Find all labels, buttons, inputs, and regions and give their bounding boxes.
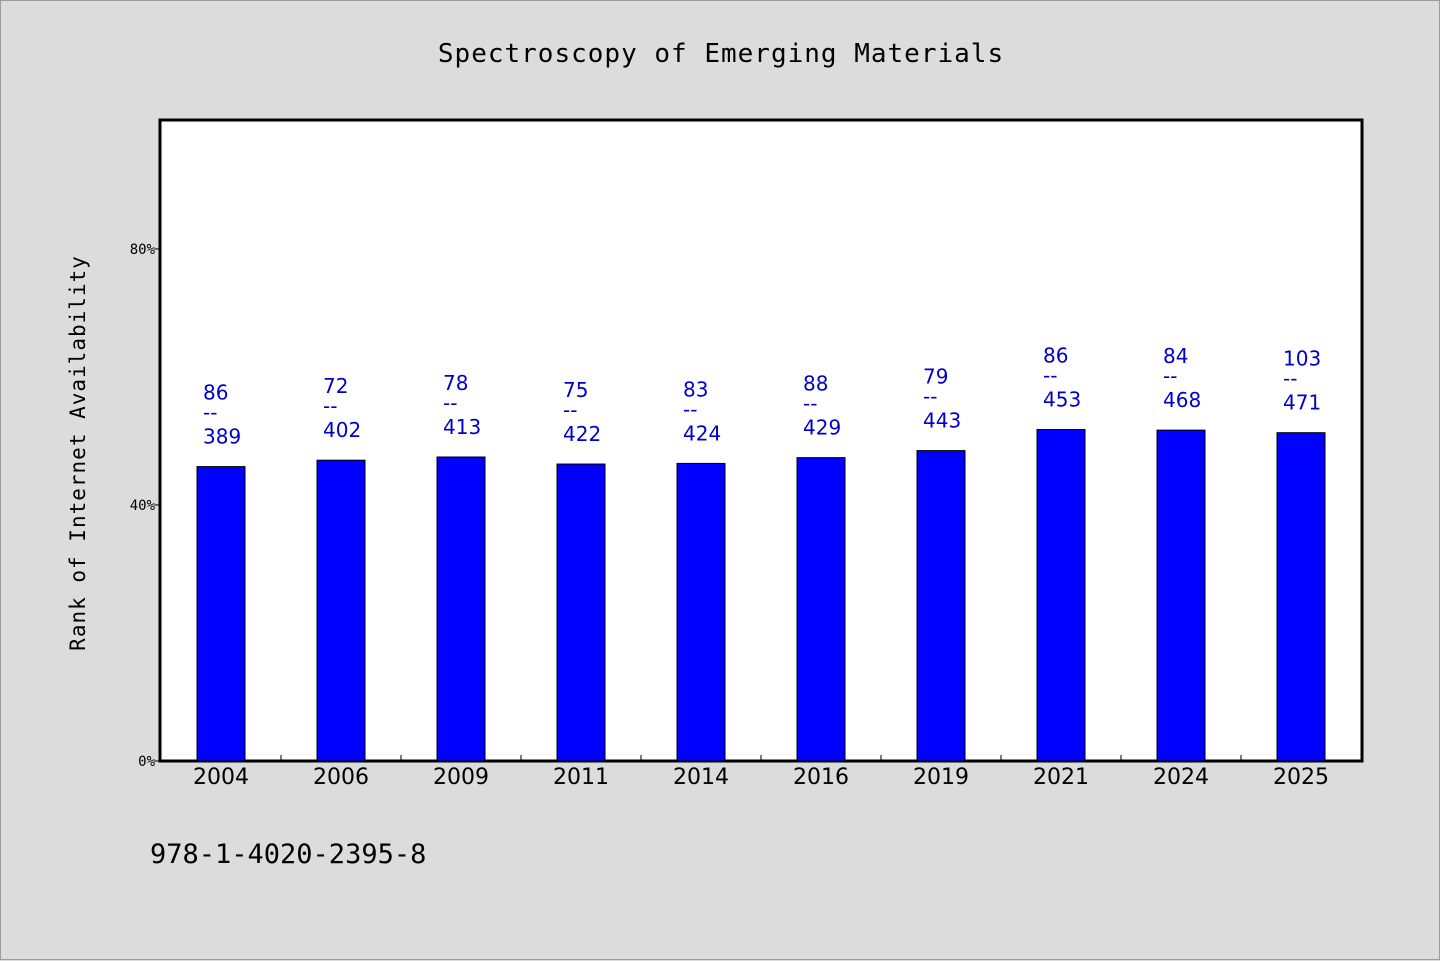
- x-tick-label: 2024: [1153, 765, 1209, 790]
- data-label-separator: --: [1283, 367, 1297, 391]
- data-label-bottom: 413: [443, 415, 481, 439]
- x-tick-label: 2021: [1033, 765, 1089, 790]
- data-label-separator: --: [1043, 363, 1057, 387]
- bar-2019: [916, 450, 966, 762]
- bar-2016: [796, 457, 846, 762]
- x-tick-label: 2016: [793, 765, 849, 790]
- data-label-top: 88: [803, 372, 828, 396]
- data-label-top: 86: [203, 381, 228, 405]
- data-label-bottom: 453: [1043, 387, 1081, 411]
- x-tick-label: 2014: [673, 765, 729, 790]
- x-tick-label: 2009: [433, 765, 489, 790]
- data-label-top: 72: [323, 374, 348, 398]
- chart-title: Spectroscopy of Emerging Materials: [438, 39, 1004, 69]
- data-label-bottom: 471: [1283, 391, 1321, 415]
- bar-2006: [316, 459, 366, 762]
- data-label-separator: --: [1163, 364, 1177, 388]
- y-tick-label: 80%: [130, 242, 156, 258]
- x-tick-label: 2006: [313, 765, 369, 790]
- data-label-top: 78: [443, 371, 468, 395]
- data-label-bottom: 429: [803, 416, 841, 440]
- bar-2011: [556, 463, 606, 762]
- data-label-bottom: 424: [683, 421, 721, 445]
- data-label-bottom: 422: [563, 422, 601, 446]
- bar-2021: [1036, 428, 1086, 762]
- data-label-separator: --: [443, 391, 457, 415]
- x-tick-label: 2019: [913, 765, 969, 790]
- data-label-top: 103: [1283, 347, 1321, 371]
- bar-2014: [676, 462, 726, 762]
- isbn-text: 978-1-4020-2395-8: [150, 839, 426, 870]
- data-labels-group: 86--38972--40278--41375--42283--42488--4…: [203, 343, 1321, 448]
- bar-2004: [196, 466, 246, 762]
- data-label-separator: --: [563, 398, 577, 422]
- data-label-separator: --: [923, 385, 937, 409]
- data-label-separator: --: [203, 401, 217, 425]
- data-label-bottom: 443: [923, 409, 961, 433]
- bar-2025: [1276, 432, 1326, 762]
- data-label-bottom: 402: [323, 418, 361, 442]
- y-axis-label: Rank of Internet Availability: [66, 255, 90, 651]
- x-tick-label: 2011: [553, 765, 609, 790]
- data-label-separator: --: [683, 397, 697, 421]
- data-label-top: 86: [1043, 343, 1068, 367]
- data-label-top: 75: [563, 378, 588, 402]
- y-tick-label: 40%: [130, 498, 156, 514]
- x-tick-label: 2025: [1273, 765, 1329, 790]
- data-label-bottom: 389: [203, 425, 241, 449]
- data-label-top: 79: [923, 365, 948, 389]
- data-label-top: 83: [683, 377, 708, 401]
- bars-group: [196, 428, 1326, 762]
- axis-ticks: 0% 40% 80%: [130, 242, 1242, 770]
- data-label-separator: --: [323, 394, 337, 418]
- y-tick-label: 0%: [138, 754, 155, 770]
- data-label-bottom: 468: [1163, 388, 1201, 412]
- data-label-top: 84: [1163, 344, 1188, 368]
- bar-2009: [436, 456, 486, 762]
- x-tick-label: 2004: [193, 765, 249, 790]
- bar-2024: [1156, 429, 1206, 762]
- data-label-separator: --: [803, 392, 817, 416]
- x-tick-labels: 2004 2006 2009 2011 2014 2016 2019 2021 2024 2025: [193, 765, 1329, 790]
